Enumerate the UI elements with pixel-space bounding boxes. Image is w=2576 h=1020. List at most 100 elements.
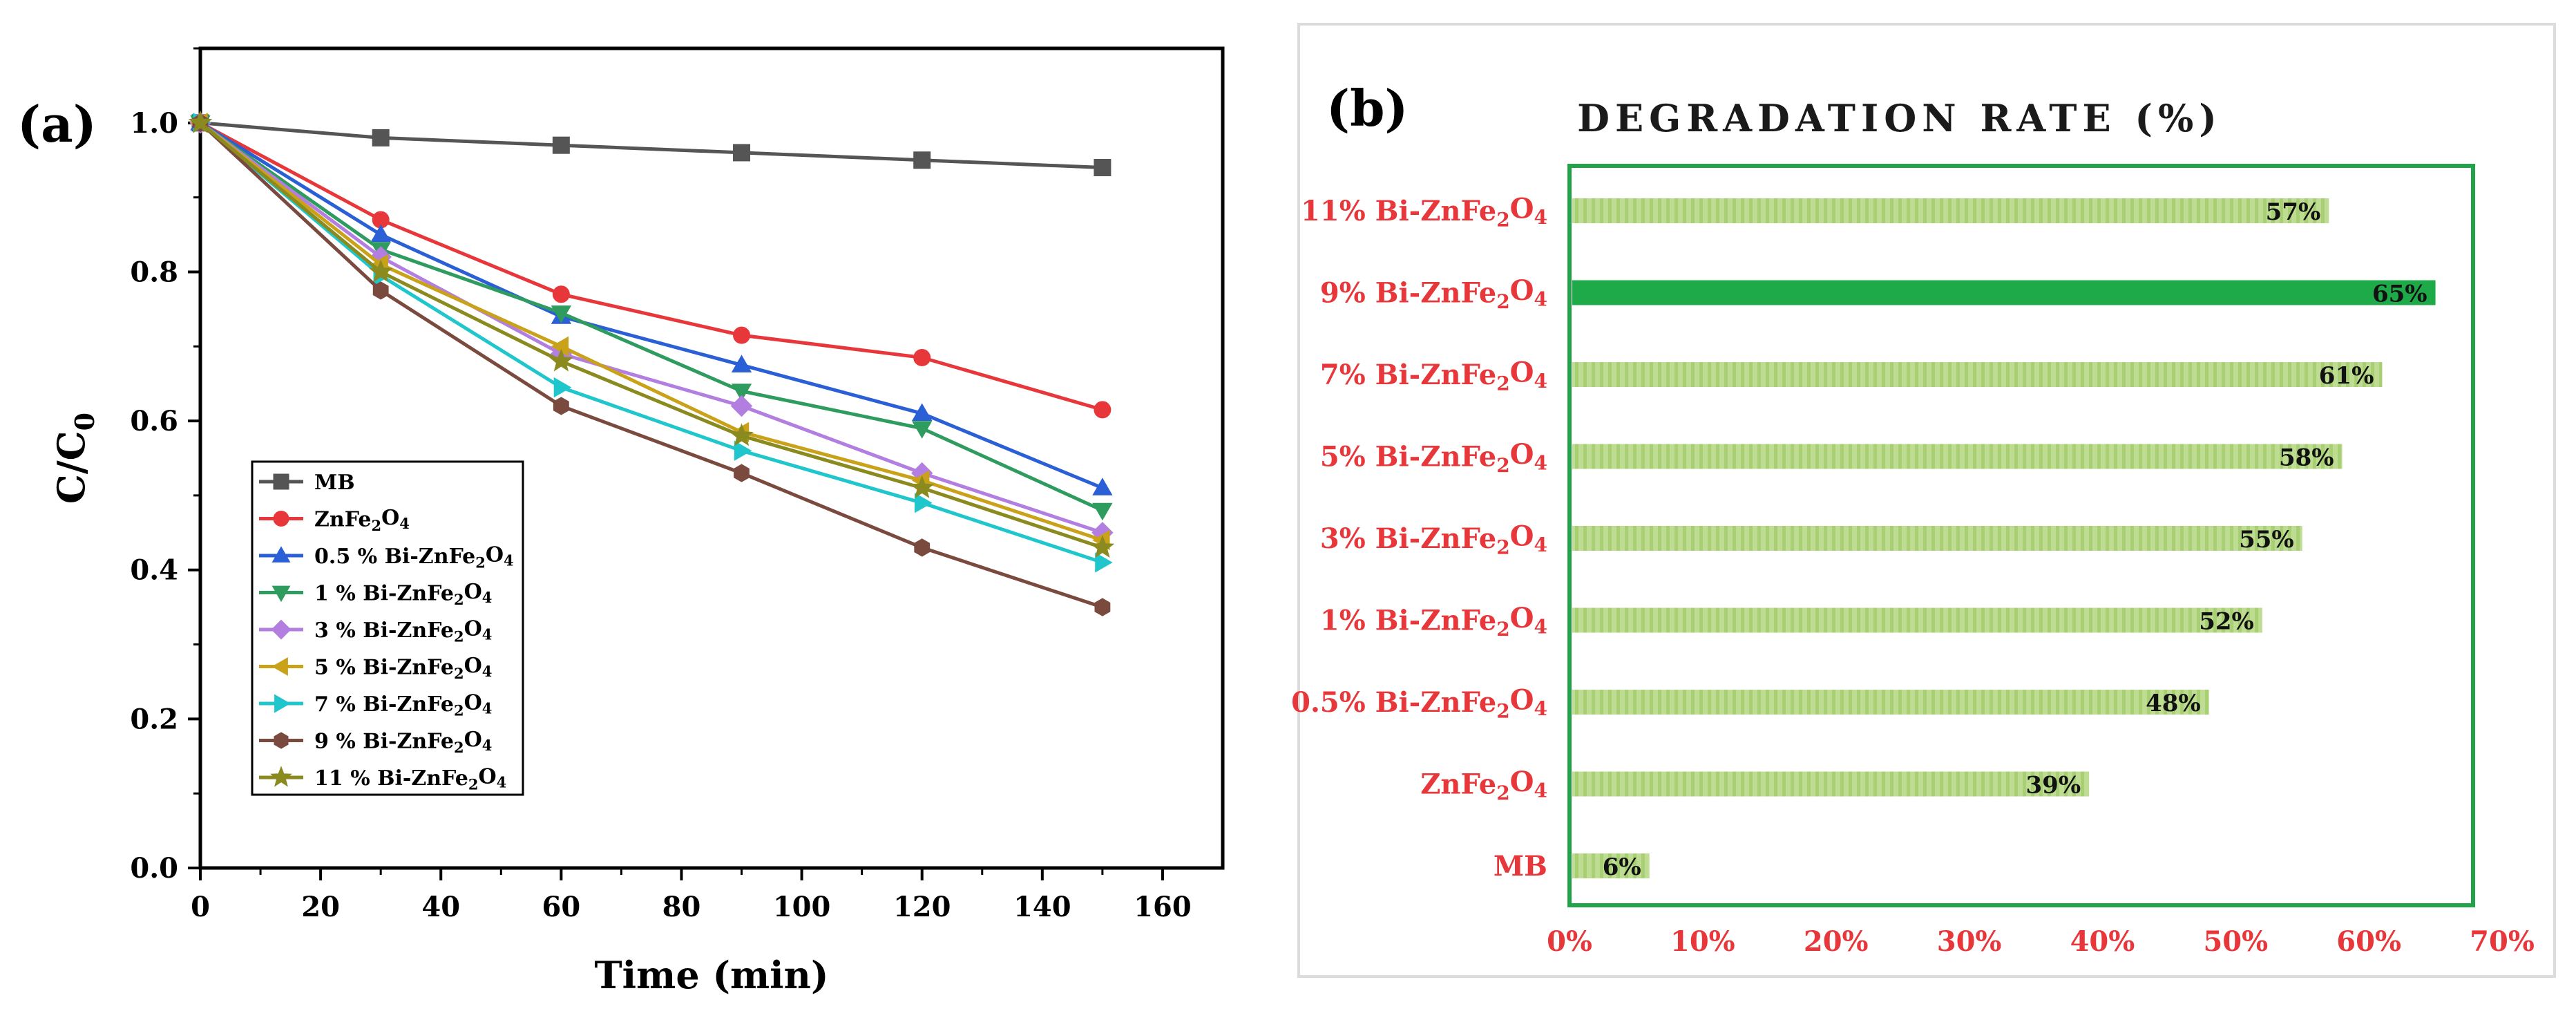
legend-item: ZnFe2O4 xyxy=(259,506,410,534)
legend-item: MB xyxy=(259,471,355,495)
label-part: O xyxy=(1510,356,1534,388)
x-tick-label: 40 xyxy=(421,891,460,923)
data-point xyxy=(549,348,573,372)
label-part: 9 % Bi-ZnFe xyxy=(314,730,454,754)
label-part: 11 % Bi-ZnFe xyxy=(314,766,468,791)
data-point xyxy=(551,336,569,357)
label-part: 0.5% Bi-ZnFe xyxy=(1291,686,1496,719)
subscript: 2 xyxy=(1496,536,1509,558)
category-label: ZnFe2O4 xyxy=(1420,766,1547,804)
series-znfe2o4 xyxy=(191,114,1112,419)
data-point xyxy=(370,224,391,243)
series-line xyxy=(199,121,1103,412)
subscript: 4 xyxy=(399,515,410,532)
subscript: 2 xyxy=(1496,372,1509,395)
bar-value-label: 6% xyxy=(1603,853,1641,881)
subscript: 4 xyxy=(1534,287,1547,310)
data-point xyxy=(733,144,751,162)
x-axis-ticks: 0 20 40 60 80 100 120 140 160 xyxy=(191,868,1192,923)
label-part: ZnFe xyxy=(1420,768,1496,801)
data-point xyxy=(914,538,931,557)
data-point xyxy=(913,348,931,366)
panel-a-line-chart: (a) 0 20 40 60 80 100 120 140 160 0.00.20.40.60.… xyxy=(17,46,1225,997)
series-line xyxy=(199,121,1103,490)
subscript: 2 xyxy=(1496,290,1509,313)
category-label: 1% Bi-ZnFe2O4 xyxy=(1320,602,1547,641)
data-point xyxy=(188,110,213,133)
label-part: 0.5 % Bi-ZnFe xyxy=(314,545,475,569)
subscript: 2 xyxy=(454,739,464,756)
label-part: MB xyxy=(314,471,355,495)
subscript: 4 xyxy=(482,737,493,754)
y-tick-label: 0.8 xyxy=(130,256,178,288)
subscript: 4 xyxy=(1534,533,1547,556)
bar-value-label: 58% xyxy=(2279,444,2334,472)
legend-item: 0.5 % Bi-ZnFe2O4 xyxy=(259,542,514,571)
series-11-bi-znfe2o4 xyxy=(188,110,1115,558)
subscript: 4 xyxy=(482,626,493,643)
label-part: 1% Bi-ZnFe xyxy=(1320,605,1496,637)
x-tick-label: 60% xyxy=(2336,925,2401,958)
category-label: 9% Bi-ZnFe2O4 xyxy=(1320,274,1547,313)
series-1-bi-znfe2o4 xyxy=(190,115,1113,521)
series-line xyxy=(199,121,1103,542)
panel-b-outer-border xyxy=(1297,23,2556,978)
bar xyxy=(1572,771,2090,797)
series-line xyxy=(200,121,1103,169)
data-point xyxy=(915,493,933,513)
data-point xyxy=(372,281,389,300)
bar-value-label: 65% xyxy=(2372,281,2427,308)
legend-label: 1 % Bi-ZnFe2O4 xyxy=(314,580,492,608)
label-part: 11% Bi-ZnFe xyxy=(1301,195,1496,227)
label-part: O xyxy=(1510,602,1534,634)
legend-item: 11 % Bi-ZnFe2O4 xyxy=(259,764,506,793)
x-tick-label: 20 xyxy=(301,891,340,923)
label-part: 3 % Bi-ZnFe xyxy=(314,618,454,643)
y-axis-label-main: C/C xyxy=(49,431,93,504)
label-part: 3% Bi-ZnFe xyxy=(1320,522,1496,555)
y-tick-label: 0.2 xyxy=(130,703,178,735)
y-axis-label: C/C0 xyxy=(49,413,100,504)
label-part: O xyxy=(1510,520,1534,552)
x-tick-label: 140 xyxy=(1013,891,1071,923)
series-line xyxy=(199,121,1103,512)
x-tick-label: 80 xyxy=(662,891,701,923)
bar xyxy=(1572,526,2302,551)
bar-value-label: 52% xyxy=(2199,608,2254,636)
subscript: 2 xyxy=(468,775,479,793)
legend-label: 3 % Bi-ZnFe2O4 xyxy=(314,616,492,645)
series-line xyxy=(199,121,1103,609)
legend-marker xyxy=(271,585,291,603)
label-part: O xyxy=(1510,438,1534,471)
y-axis-ticks: 0.0 0.2 0.4 0.6 0.8 1.0 xyxy=(130,47,200,885)
label-part: O xyxy=(1510,192,1534,225)
category-label: 3% Bi-ZnFe2O4 xyxy=(1320,520,1547,558)
x-tick-label: 20% xyxy=(1804,925,1869,958)
subscript: 2 xyxy=(1496,699,1509,722)
legend-marker xyxy=(273,511,289,527)
subscript: 4 xyxy=(1534,370,1547,393)
bar xyxy=(1572,607,2262,633)
subscript: 2 xyxy=(454,627,464,645)
bar-value-label: 39% xyxy=(2026,772,2081,800)
bar xyxy=(1572,853,1650,878)
data-point xyxy=(551,305,572,323)
category-label: 0.5% Bi-ZnFe2O4 xyxy=(1291,683,1547,722)
data-point xyxy=(913,151,931,169)
legend-label: 7 % Bi-ZnFe2O4 xyxy=(314,690,492,719)
x-tick-label: 50% xyxy=(2203,925,2268,958)
data-point xyxy=(734,464,750,482)
y-tick-label: 1.0 xyxy=(130,107,178,140)
data-point xyxy=(1092,502,1113,521)
y-axis-label-sub: 0 xyxy=(69,413,100,431)
x-tick-label: 70% xyxy=(2470,925,2535,958)
data-point xyxy=(729,423,754,446)
chart-title-b: DEGRADATION RATE (%) xyxy=(1577,96,2222,140)
y-tick-label: 0.6 xyxy=(130,405,178,437)
category-label: 5% Bi-ZnFe2O4 xyxy=(1320,438,1547,477)
y-tick-label: 0.0 xyxy=(130,852,178,885)
data-point xyxy=(368,259,393,283)
label-part: MB xyxy=(1494,850,1547,882)
category-label: 7% Bi-ZnFe2O4 xyxy=(1320,356,1547,395)
